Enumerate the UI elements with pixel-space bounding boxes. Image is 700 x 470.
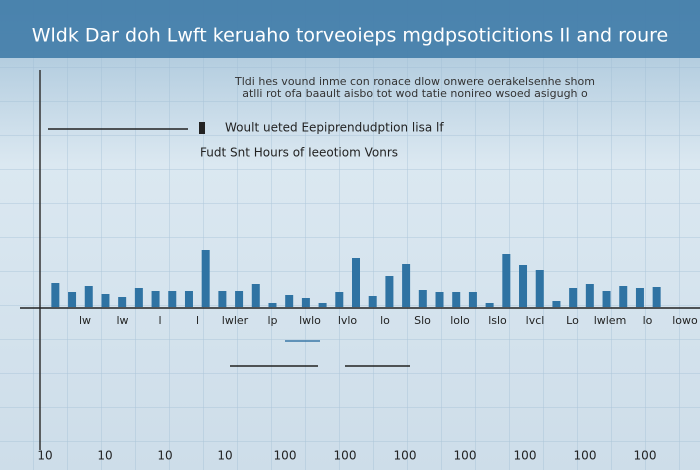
- bar: [268, 303, 277, 307]
- bar: [118, 297, 127, 307]
- bottom-label: 10: [157, 449, 172, 463]
- bar: [184, 291, 193, 307]
- bar: [68, 292, 77, 307]
- x-axis-label: lwlo: [299, 314, 321, 327]
- x-axis-label: lw: [79, 314, 91, 327]
- bar: [652, 287, 661, 307]
- annotation: Woult ueted Eepiprendudption lisa lf: [225, 121, 444, 135]
- bottom-label: 100: [334, 449, 357, 463]
- bar: [619, 286, 628, 307]
- bar: [535, 270, 544, 307]
- x-axis-label: lvcl: [526, 314, 545, 327]
- bar: [569, 288, 578, 307]
- bar: [435, 292, 444, 307]
- bar: [402, 264, 411, 307]
- bar: [168, 291, 177, 307]
- bar: [51, 283, 60, 307]
- x-axis-label: lwlem: [594, 314, 627, 327]
- x-axis-label: Slo: [414, 314, 431, 327]
- bar: [218, 291, 227, 307]
- bar: [502, 254, 511, 307]
- legend-swatch: [199, 122, 205, 134]
- x-axis-label: lowo: [672, 314, 698, 327]
- bar: [352, 258, 360, 307]
- bar: [519, 265, 528, 307]
- bar: [101, 294, 110, 307]
- bottom-label: 100: [454, 449, 477, 463]
- bar: [418, 290, 427, 307]
- bar: [385, 276, 394, 307]
- x-axis-label: l: [158, 314, 161, 327]
- bar: [301, 298, 310, 307]
- bar: [318, 303, 327, 307]
- bar: [134, 288, 143, 307]
- bottom-label: 100: [274, 449, 297, 463]
- chart-title: Wldk Dar doh Lwft keruaho torveoieps mgd…: [32, 25, 669, 47]
- bar: [485, 303, 494, 307]
- bottom-label: 100: [634, 449, 657, 463]
- bar: [635, 288, 644, 307]
- annotation: Fudt Snt Hours of Ieeotiom Vonrs: [200, 146, 398, 160]
- x-axis-label: lo: [380, 314, 390, 327]
- bottom-label: 100: [574, 449, 597, 463]
- title-band: [0, 0, 700, 58]
- bar: [452, 292, 461, 307]
- x-axis-label: l: [196, 314, 199, 327]
- bar: [285, 295, 294, 307]
- x-axis-label: lvlo: [338, 314, 358, 327]
- subtitle: atlli rot ofa baault aisbo tot wod tatie…: [242, 87, 588, 100]
- bar: [468, 292, 477, 307]
- bottom-label: 10: [217, 449, 232, 463]
- bottom-label: 10: [97, 449, 112, 463]
- bar: [552, 301, 561, 307]
- bar: [368, 296, 377, 307]
- bar: [251, 284, 260, 307]
- bar: [585, 284, 594, 307]
- x-axis-label: lo: [643, 314, 653, 327]
- bar: [84, 286, 93, 307]
- bottom-label: 100: [514, 449, 537, 463]
- bar: [201, 250, 210, 307]
- bottom-label: 10: [37, 449, 52, 463]
- x-axis-label: lslo: [488, 314, 507, 327]
- bar: [235, 291, 244, 307]
- x-axis-label: lolo: [450, 314, 470, 327]
- x-axis-label: Lo: [566, 314, 579, 327]
- bar: [602, 291, 611, 307]
- bar: [151, 291, 160, 307]
- x-axis-label: lp: [267, 314, 277, 327]
- bar: [335, 292, 344, 307]
- x-axis-label: lw: [116, 314, 128, 327]
- x-axis-label: lwler: [222, 314, 249, 327]
- bottom-label: 100: [394, 449, 417, 463]
- subtitle: Tldi hes vound inme con ronace dlow onwe…: [234, 75, 595, 88]
